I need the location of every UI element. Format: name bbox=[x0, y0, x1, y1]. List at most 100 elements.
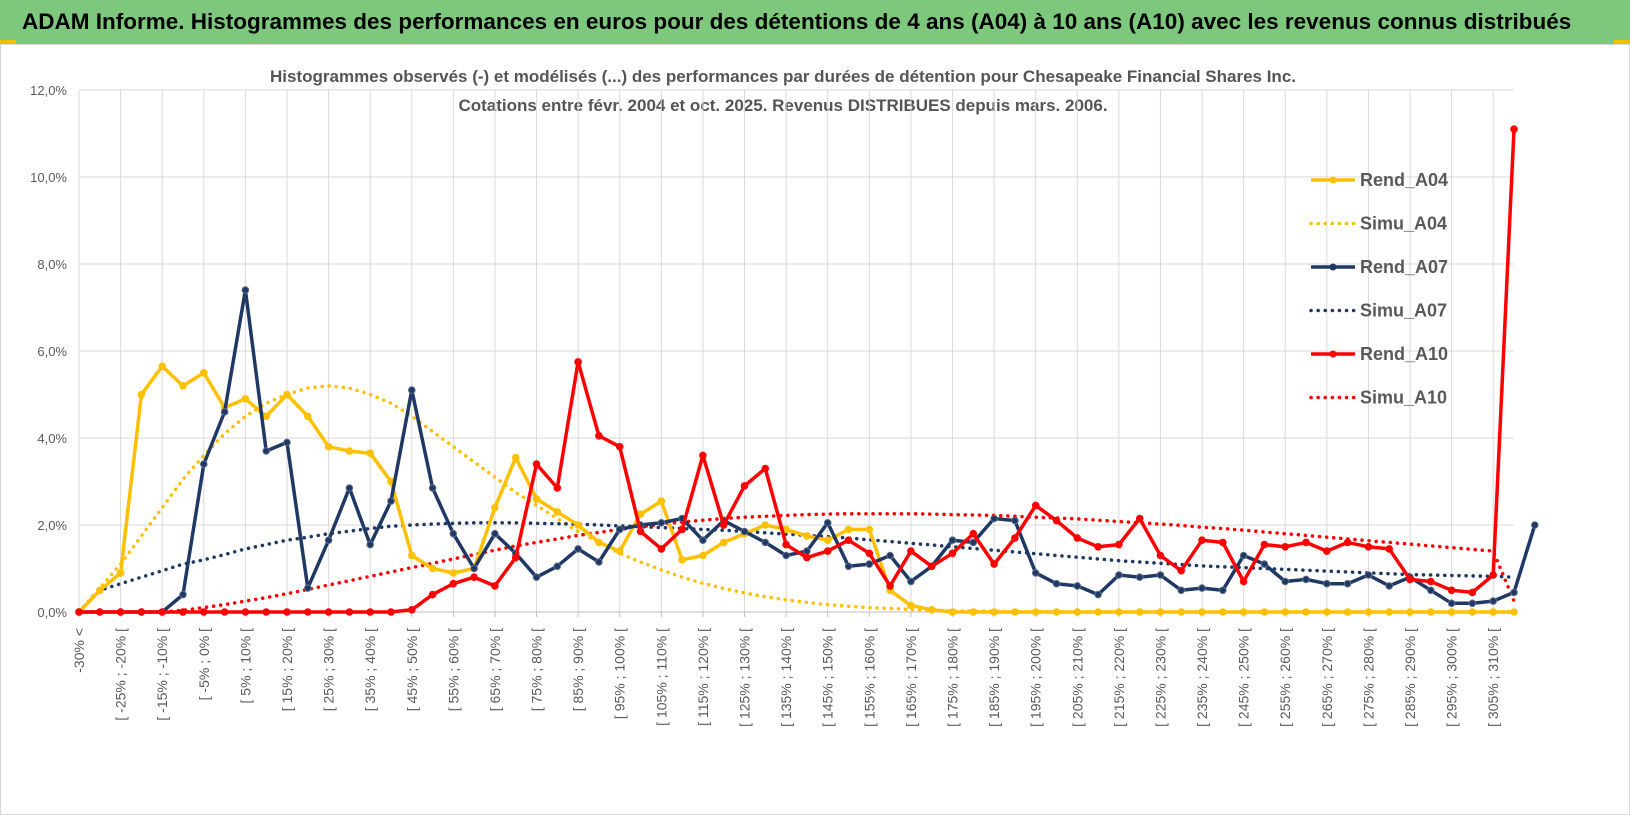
point-rend-a04 bbox=[1260, 608, 1269, 616]
point-rend-a10 bbox=[1052, 516, 1061, 525]
x-tick-label: [ 165% ; 170% [ bbox=[903, 628, 919, 727]
point-rend-a07 bbox=[387, 497, 395, 505]
point-rend-a04 bbox=[595, 538, 603, 547]
point-rend-a10 bbox=[387, 608, 395, 616]
y-tick-label: 0,0% bbox=[37, 605, 67, 620]
point-rend-a10 bbox=[470, 573, 478, 582]
y-tick-label: 10,0% bbox=[30, 170, 67, 185]
point-rend-a10 bbox=[1260, 540, 1269, 549]
point-rend-a10 bbox=[75, 608, 83, 616]
point-rend-a07 bbox=[262, 447, 271, 455]
legend: Rend_A04 Simu_A04 Rend_A07 Simu_A07 Rend_A10… bbox=[1309, 170, 1448, 408]
point-rend-a07 bbox=[1031, 569, 1040, 577]
point-rend-a04 bbox=[324, 442, 333, 451]
point-rend-a10 bbox=[1011, 534, 1019, 542]
point-rend-a04 bbox=[137, 390, 146, 399]
point-rend-a10 bbox=[1406, 575, 1414, 584]
point-rend-a04 bbox=[1489, 608, 1497, 616]
x-tick-label: [ 305% ; 310% [ bbox=[1485, 628, 1501, 727]
x-tick-label: [ 175% ; 180% [ bbox=[944, 628, 960, 727]
x-tick-label: [ 5% ; 10% [ bbox=[237, 628, 253, 704]
point-rend-a04 bbox=[408, 551, 416, 560]
point-rend-a04 bbox=[1406, 608, 1414, 616]
point-rend-a07 bbox=[324, 536, 333, 545]
point-rend-a04 bbox=[574, 521, 582, 529]
point-rend-a10 bbox=[1468, 588, 1477, 597]
point-rend-a07 bbox=[1427, 586, 1435, 595]
banner-corner-left bbox=[0, 40, 16, 44]
x-tick-label: [ 75% ; 80% [ bbox=[529, 628, 545, 711]
report-title: ADAM Informe. Histogrammes des performan… bbox=[22, 9, 1572, 34]
point-rend-a07 bbox=[1239, 551, 1248, 560]
point-rend-a10 bbox=[262, 608, 271, 616]
x-tick-label: [ 265% ; 270% [ bbox=[1319, 628, 1335, 727]
point-rend-a10 bbox=[657, 545, 666, 553]
point-rend-a04 bbox=[1281, 608, 1289, 616]
point-rend-a07 bbox=[449, 529, 458, 538]
point-rend-a07 bbox=[1177, 586, 1185, 595]
point-rend-a10 bbox=[491, 582, 499, 590]
point-rend-a07 bbox=[283, 438, 291, 447]
legend-label-rend-a10: Rend_A10 bbox=[1360, 344, 1448, 364]
point-rend-a07 bbox=[990, 514, 998, 523]
point-rend-a04 bbox=[1510, 608, 1518, 616]
performance-histogram-chart: Histogrammes observés (-) et modélisés (… bbox=[30, 67, 1539, 727]
point-rend-a10 bbox=[574, 358, 582, 366]
point-rend-a07 bbox=[907, 577, 915, 586]
point-rend-a10 bbox=[636, 527, 645, 536]
point-rend-a04 bbox=[1135, 608, 1144, 616]
point-rend-a10 bbox=[1427, 577, 1435, 586]
point-rend-a07 bbox=[1447, 599, 1456, 608]
banner-corner-right bbox=[1614, 40, 1630, 44]
x-tick-label: [ 145% ; 150% [ bbox=[820, 628, 836, 727]
point-rend-a10 bbox=[595, 432, 603, 440]
point-rend-a04 bbox=[927, 606, 936, 614]
y-tick-label: 6,0% bbox=[37, 344, 67, 359]
point-rend-a07 bbox=[761, 538, 770, 547]
point-rend-a10 bbox=[740, 482, 749, 490]
point-rend-a07 bbox=[532, 573, 541, 582]
point-rend-a07 bbox=[1115, 571, 1123, 579]
point-rend-a10 bbox=[1219, 538, 1227, 547]
point-rend-a10 bbox=[1115, 540, 1123, 549]
point-rend-a04 bbox=[304, 412, 312, 421]
legend-marker-rend-a10 bbox=[1329, 350, 1337, 358]
point-rend-a10 bbox=[1385, 545, 1393, 553]
point-rend-a07 bbox=[366, 540, 375, 549]
point-rend-a07 bbox=[1343, 579, 1352, 588]
point-rend-a10 bbox=[615, 442, 624, 451]
x-tick-label: [ 45% ; 50% [ bbox=[404, 628, 420, 711]
point-rend-a10 bbox=[158, 608, 166, 616]
point-rend-a04 bbox=[1385, 608, 1393, 616]
point-rend-a04 bbox=[1156, 608, 1165, 616]
y-tick-label: 8,0% bbox=[37, 257, 67, 272]
point-rend-a07 bbox=[823, 519, 832, 527]
point-rend-a07 bbox=[699, 536, 707, 545]
point-rend-a10 bbox=[948, 549, 957, 558]
point-rend-a04 bbox=[699, 551, 707, 560]
point-rend-a04 bbox=[449, 569, 458, 577]
x-tick-label: [ 215% ; 220% [ bbox=[1111, 628, 1127, 727]
point-rend-a10 bbox=[886, 582, 894, 590]
point-rend-a07 bbox=[1260, 560, 1269, 568]
point-rend-a04 bbox=[1468, 608, 1477, 616]
point-rend-a07 bbox=[1510, 588, 1518, 597]
point-rend-a10 bbox=[782, 540, 790, 549]
point-rend-a10 bbox=[990, 560, 998, 568]
point-rend-a07 bbox=[491, 529, 499, 538]
point-rend-a07 bbox=[179, 590, 187, 599]
point-rend-a10 bbox=[969, 529, 978, 538]
point-rend-a04 bbox=[1323, 608, 1331, 616]
x-tick-label: [ 65% ; 70% [ bbox=[487, 628, 503, 711]
point-rend-a10 bbox=[553, 484, 562, 492]
x-tick-label: [ 95% ; 100% [ bbox=[612, 628, 628, 719]
point-rend-a07 bbox=[1364, 571, 1373, 579]
point-rend-a07 bbox=[1073, 582, 1082, 590]
point-rend-a10 bbox=[803, 553, 811, 562]
x-tick-label: [ 55% ; 60% [ bbox=[445, 628, 461, 711]
point-rend-a04 bbox=[116, 569, 125, 577]
x-tick-label: [ 225% ; 230% [ bbox=[1152, 628, 1168, 727]
point-rend-a10 bbox=[1489, 571, 1497, 579]
point-rend-a07 bbox=[1385, 582, 1393, 590]
point-rend-a10 bbox=[1094, 543, 1102, 551]
